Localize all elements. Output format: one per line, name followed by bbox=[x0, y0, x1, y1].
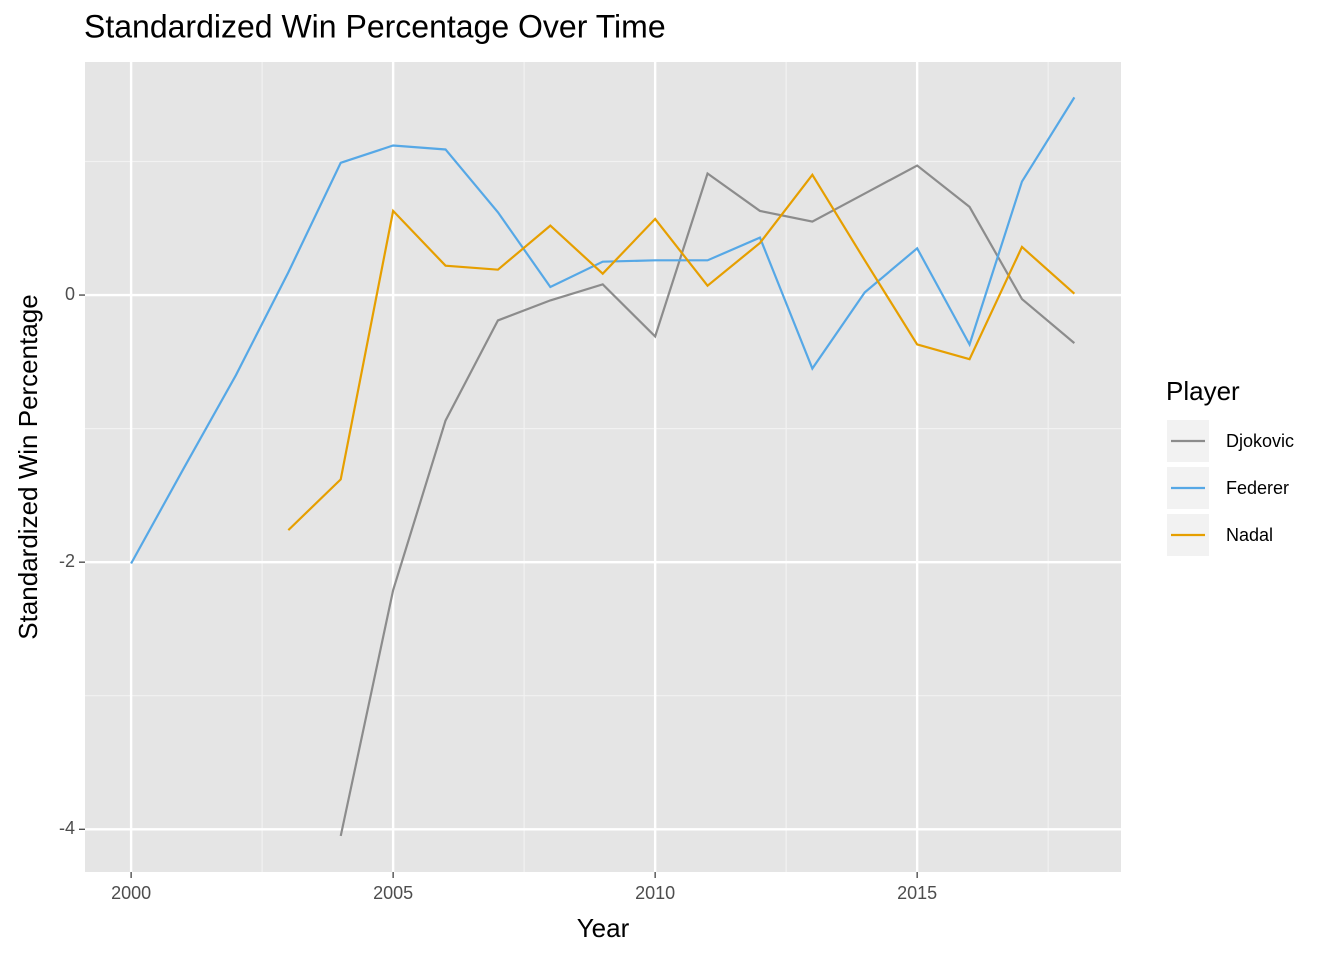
x-tick-label: 2000 bbox=[111, 883, 151, 903]
line bbox=[287, 172, 1076, 531]
x-tick-label: 2015 bbox=[897, 883, 937, 903]
x-axis-title: Year bbox=[577, 913, 630, 943]
legend-label: Federer bbox=[1226, 478, 1289, 498]
y-axis-title: Standardized Win Percentage bbox=[13, 294, 43, 639]
y-tick-label: -4 bbox=[59, 818, 75, 838]
y-tick-label: 0 bbox=[65, 284, 75, 304]
line bbox=[130, 96, 1076, 565]
line bbox=[339, 164, 1076, 837]
y-tick-label: -2 bbox=[59, 551, 75, 571]
legend-title: Player bbox=[1166, 376, 1240, 406]
x-tick-label: 2010 bbox=[635, 883, 675, 903]
legend-label: Nadal bbox=[1226, 525, 1273, 545]
x-tick-label: 2005 bbox=[373, 883, 413, 903]
chart-title: Standardized Win Percentage Over Time bbox=[84, 8, 666, 44]
legend-label: Djokovic bbox=[1226, 431, 1294, 451]
plot-background bbox=[85, 62, 1121, 872]
